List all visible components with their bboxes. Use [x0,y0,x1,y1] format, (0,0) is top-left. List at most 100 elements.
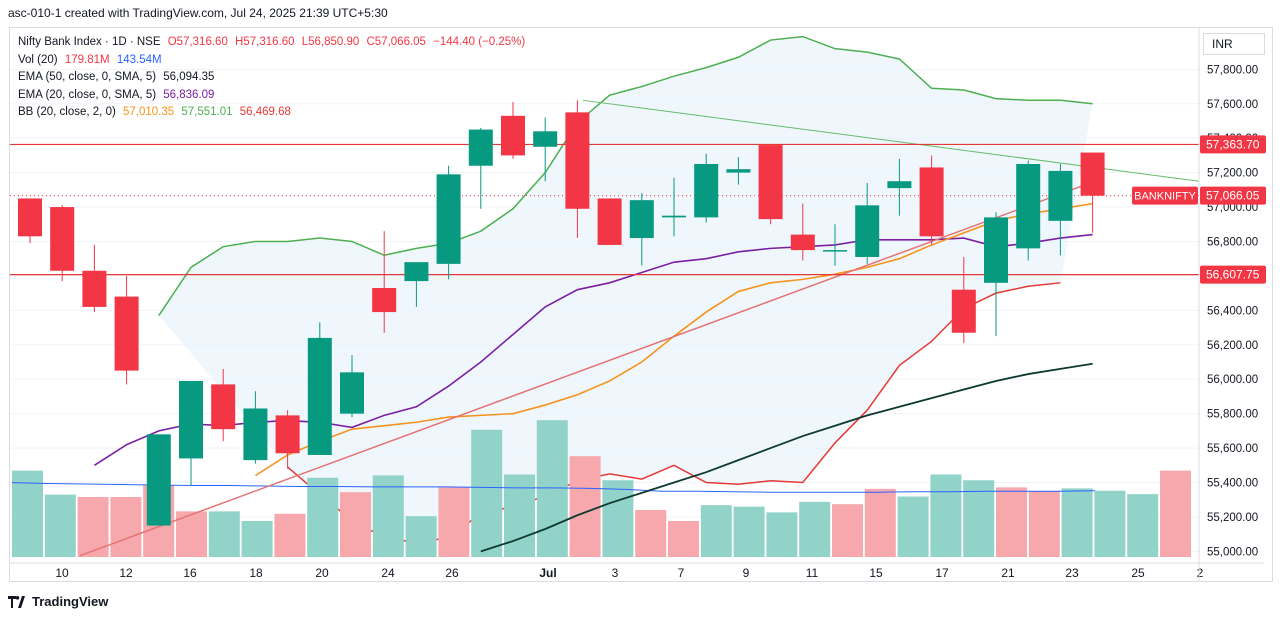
candle-body [18,198,42,237]
price-tag-current-bg [1200,186,1266,205]
price-tick-label: 56,400.00 [1207,305,1258,317]
candle-body [1048,170,1073,221]
volume-bar [241,521,273,557]
ema50-value: 56,094.35 [163,71,215,83]
candle-body [1080,152,1105,196]
price-tag-current: 57,066.05 [1206,189,1260,203]
symbol-tag: BANKNIFTY [1134,191,1196,203]
price-tick-label: 55,400.00 [1207,478,1258,490]
legend-bb-row[interactable]: BB (20, close, 2, 0) 57,010.35 57,551.01… [18,104,525,122]
candle-body [694,164,719,218]
volume-bar [963,480,995,557]
price-tick-label: 56,800.00 [1207,236,1258,248]
ema20-value: 56,836.09 [163,88,215,101]
candle-body [179,380,203,459]
candle-body [951,289,976,333]
volume-bar [340,492,371,557]
volume-bar [799,501,831,557]
time-tick-label: 2 [1197,566,1204,580]
bb-lower-value: 56,469.68 [239,106,291,118]
volume-bar [44,494,76,557]
candle-body [243,408,268,461]
volume-bar [930,474,962,557]
volume-bar [1127,494,1159,557]
price-tag-top: 57,363.70 [1206,137,1260,151]
bb-label: BB (20, close, 2, 0) [18,106,116,118]
candle-body [501,115,525,156]
volume-bar [536,420,568,557]
ema20-label: EMA (20, close, 0, SMA, 5) [18,88,157,101]
price-tick-label: 55,000.00 [1207,546,1258,558]
ohlc-close: C57,066.05 [366,36,426,48]
candle-body [146,434,171,526]
volume-bar [1160,470,1191,557]
rising-trendline [79,180,1096,557]
time-tick-label: 26 [445,566,459,580]
candle-body [436,174,461,264]
chart-frame[interactable] [9,27,1273,582]
volume-bar [1061,488,1093,557]
volume-bar [438,487,470,557]
volume-bar [471,429,503,557]
candle-body [275,415,300,454]
volume-bar [700,505,732,557]
ema50-line [480,362,1093,553]
ema50-label: EMA (50, close, 0, SMA, 5) [18,71,157,83]
volume-bar [897,496,929,557]
legend-ema20-row[interactable]: EMA (20, close, 0, SMA, 5) 56,836.09 [18,87,525,105]
volume-bar [864,488,896,557]
price-tick-label: 57,600.00 [1207,99,1258,111]
legend-ema50-row[interactable]: EMA (50, close, 0, SMA, 5) 56,094.35 [18,69,525,87]
time-tick-label: 25 [1131,566,1145,580]
legend-symbol-row: Nifty Bank Index · 1D · NSE O57,316.60 H… [18,34,525,52]
symbol-tag-bg [1132,186,1198,205]
volume-bar [77,497,109,557]
candle-body [984,217,1008,283]
candle-body [372,287,397,313]
candle-body [597,198,622,245]
ohlc-open: O57,316.60 [167,36,228,48]
time-tick-label: 20 [315,566,329,580]
volume-bar [274,513,306,557]
time-tick-label: 3 [612,566,619,580]
candlesticks [18,100,1105,526]
candle-body [533,131,558,147]
ohlc-low: L56,850.90 [301,36,360,48]
currency-button[interactable]: INR [1203,33,1265,55]
candle-body [50,207,75,271]
time-tick-label: 11 [806,566,819,580]
time-tick-label: 17 [935,566,949,580]
legend-volume-row[interactable]: Vol (20) 179.81M 143.54M [18,52,525,70]
volume-bar [12,470,43,557]
bb-upper-value: 57,551.01 [181,106,233,118]
volume-label: Vol (20) [18,53,58,66]
candle-body [887,181,912,189]
candle-body [82,270,107,307]
candle-body [758,145,783,220]
time-tick-label: 9 [743,566,750,580]
price-tick-label: 55,800.00 [1207,409,1258,421]
volume-bar [1094,490,1126,557]
time-tick-label: 10 [55,566,69,580]
candle-body [468,129,493,166]
time-tick-label: 21 [1001,566,1015,580]
candle-body [823,250,847,252]
price-tag-top-bg [1200,135,1266,154]
volume-bar [504,474,535,557]
time-tick-label: 24 [381,566,395,580]
candle-body [629,200,654,239]
price-tag-bottom-bg [1200,265,1266,284]
candle-body [855,205,880,257]
volume-bar [405,516,437,557]
volume-bar [733,506,765,557]
candle-body [1016,164,1041,249]
bb-upper-line [158,35,1093,316]
price-tags: 57,363.70 57,066.05 56,607.75 BANKNIFTY [1132,135,1266,284]
volume-bar [110,497,142,557]
time-tick-label: 16 [183,566,197,580]
symbol-label: Nifty Bank Index · 1D · NSE [18,36,161,48]
candle-body [404,262,429,282]
ohlc-change: −144.40 (−0.25%) [433,36,526,48]
time-tick-label: 12 [119,566,133,580]
